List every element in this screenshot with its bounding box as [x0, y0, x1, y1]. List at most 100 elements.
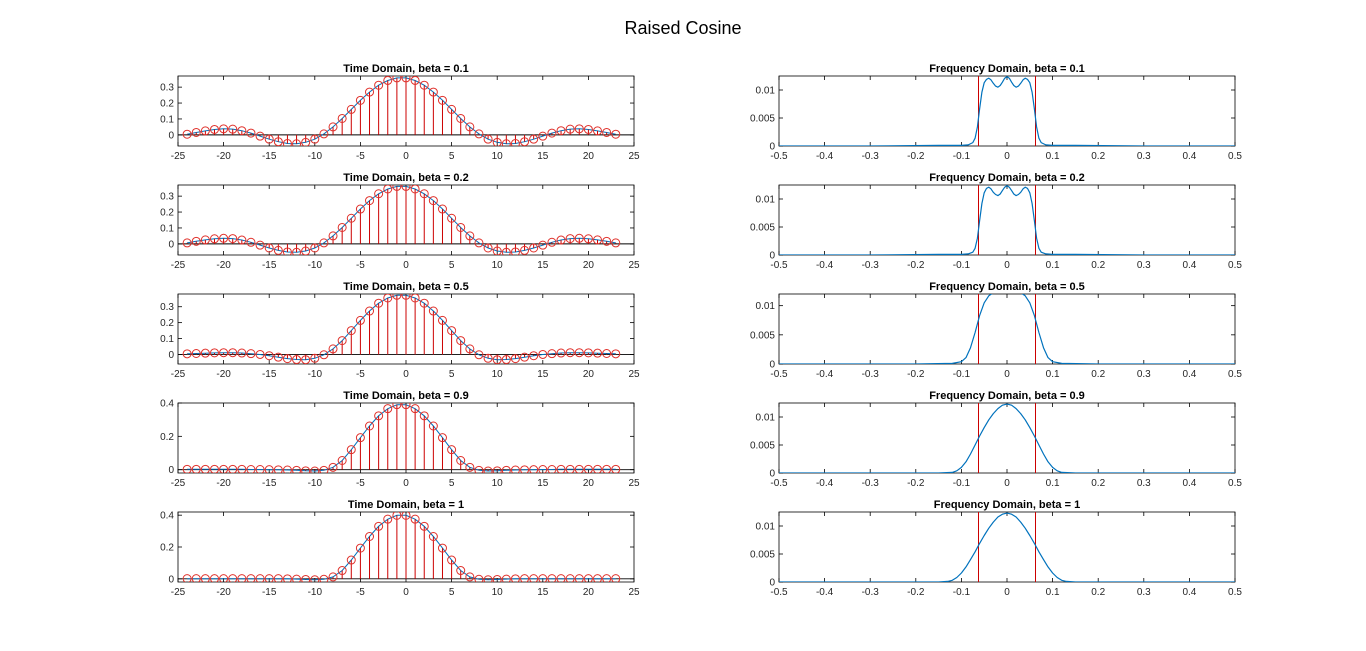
stem-marker	[337, 222, 347, 232]
stem-marker	[465, 462, 475, 472]
subplot-title: Time Domain, beta = 0.1	[343, 63, 468, 75]
x-tick-label: -20	[216, 478, 231, 489]
plot-area	[779, 403, 1235, 473]
y-tick-label: 0.4	[160, 399, 174, 410]
stem-marker	[209, 348, 219, 358]
stem-marker	[602, 127, 612, 137]
y-tick-label: 0.3	[160, 192, 174, 203]
stem-marker	[191, 236, 201, 246]
stem-marker	[447, 104, 457, 114]
axes-box	[778, 184, 1236, 256]
spectrum-line	[779, 294, 1235, 364]
subplot-6: Frequency Domain, beta = 0.1 -0.5 -0.4 -0.3…	[750, 63, 1242, 162]
stem-marker	[593, 574, 603, 582]
stem-marker	[273, 245, 283, 255]
stem-marker	[574, 124, 584, 134]
stem-marker	[365, 421, 375, 431]
y-tick-label: 0	[769, 578, 775, 589]
x-tick-label: -0.4	[816, 587, 834, 598]
stem-marker	[538, 465, 548, 473]
y-tick-label: 0	[168, 465, 174, 476]
stem-marker	[346, 213, 356, 223]
x-tick-label: -0.5	[770, 587, 788, 598]
stem-marker	[383, 76, 393, 85]
stem-marker	[611, 464, 621, 473]
plot-area	[178, 512, 634, 582]
x-tick-label: 0.2	[1091, 151, 1105, 162]
x-tick-label: 10	[492, 478, 504, 489]
stem-marker	[428, 87, 438, 97]
stem-marker	[392, 76, 402, 83]
x-tick-label: 5	[449, 260, 455, 271]
stem-marker	[219, 124, 229, 134]
x-tick-label: 0	[403, 369, 409, 380]
x-tick-label: -10	[308, 369, 323, 380]
y-tick-label: 0	[769, 142, 775, 153]
x-tick-label: -20	[216, 260, 231, 271]
stem-marker	[191, 349, 201, 358]
stem-marker	[246, 574, 256, 582]
stem-marker	[319, 129, 329, 139]
x-tick-label: 0.3	[1137, 478, 1151, 489]
x-tick-label: 0	[1004, 151, 1010, 162]
subplot-10: Frequency Domain, beta = 1 -0.5 -0.4 -0.3 -0…	[750, 499, 1242, 598]
y-tick-label: 0	[168, 239, 174, 250]
stem-marker	[419, 298, 429, 308]
spectrum-line	[779, 185, 1235, 255]
subplot-title: Frequency Domain, beta = 1	[934, 499, 1080, 511]
x-tick-label: -0.5	[770, 369, 788, 380]
stem-marker	[328, 231, 338, 241]
stem-marker	[328, 344, 338, 354]
x-tick-label: 0.3	[1137, 151, 1151, 162]
x-tick-label: 0	[403, 478, 409, 489]
stem-marker	[255, 574, 265, 582]
stem-marker	[501, 247, 511, 255]
stem-marker	[191, 574, 201, 582]
plot-area	[178, 403, 634, 473]
stem-marker	[428, 306, 438, 316]
stem-marker	[182, 129, 192, 139]
stem-marker	[437, 543, 447, 553]
stem-marker	[410, 76, 420, 85]
x-tick-label: 0.5	[1228, 151, 1242, 162]
y-tick-label: 0	[769, 360, 775, 371]
x-tick-label: -5	[356, 369, 365, 380]
stem-marker	[337, 336, 347, 346]
stem-marker	[374, 411, 384, 421]
x-tick-label: 0.3	[1137, 369, 1151, 380]
x-tick-label: 0	[1004, 478, 1010, 489]
plot-area	[779, 294, 1235, 364]
stem-marker	[328, 122, 338, 132]
y-tick-label: 0.4	[160, 511, 174, 522]
stem-marker	[346, 104, 356, 114]
y-tick-label: 0.005	[750, 330, 775, 341]
plot-area	[178, 185, 634, 255]
stem-marker	[374, 80, 384, 90]
stem-marker	[282, 138, 292, 146]
stem-marker	[273, 352, 283, 362]
stem-marker	[529, 243, 539, 253]
spectrum-line	[779, 512, 1235, 582]
x-tick-label: -5	[356, 587, 365, 598]
stem-marker	[510, 465, 520, 473]
x-tick-label: 10	[492, 369, 504, 380]
x-tick-label: 0.1	[1046, 478, 1060, 489]
stem-marker	[374, 298, 384, 308]
axes-box	[778, 293, 1236, 365]
stem-marker	[319, 574, 329, 582]
subplot-title: Frequency Domain, beta = 0.5	[929, 281, 1085, 293]
x-tick-label: -5	[356, 478, 365, 489]
y-tick-label: 0	[769, 251, 775, 262]
x-tick-label: -20	[216, 587, 231, 598]
stem-marker	[264, 134, 274, 144]
stem-marker	[182, 574, 192, 582]
stem-marker	[556, 126, 566, 136]
plot-area	[779, 185, 1235, 255]
x-tick-label: 5	[449, 369, 455, 380]
stem-marker	[301, 246, 311, 255]
x-tick-label: -20	[216, 369, 231, 380]
stem-marker	[319, 350, 329, 360]
stem-marker	[346, 555, 356, 565]
stem-marker	[437, 433, 447, 443]
x-tick-label: -5	[356, 260, 365, 271]
